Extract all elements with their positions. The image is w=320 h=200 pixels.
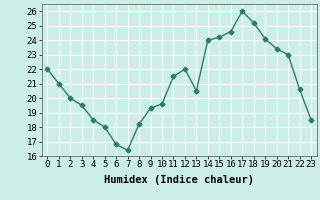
X-axis label: Humidex (Indice chaleur): Humidex (Indice chaleur) xyxy=(104,175,254,185)
